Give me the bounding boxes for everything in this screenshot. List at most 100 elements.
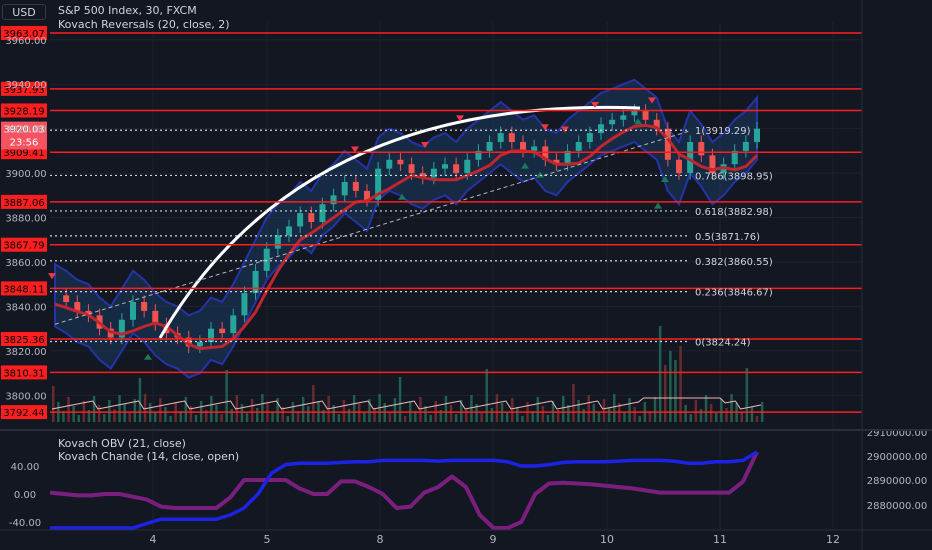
- candle-body: [508, 133, 515, 142]
- volume-bar: [521, 416, 524, 422]
- y-tick-label: 3900.00: [5, 169, 46, 180]
- buy-reversal-marker: [144, 353, 152, 360]
- candle-body: [419, 173, 426, 178]
- volume-bar: [679, 346, 682, 422]
- volume-bar: [546, 415, 550, 422]
- volume-bar: [725, 408, 728, 422]
- volume-bar: [281, 407, 284, 422]
- volume-bar: [62, 411, 65, 422]
- volume-bar: [332, 405, 335, 422]
- volume-bar: [740, 412, 743, 422]
- volume-bar: [159, 398, 162, 422]
- candle-body: [542, 146, 549, 160]
- candle-body: [687, 142, 694, 174]
- candle-body: [85, 310, 92, 316]
- volume-bar: [271, 412, 274, 422]
- volume-bar: [240, 404, 244, 422]
- x-tick-label: 12: [826, 533, 840, 546]
- countdown-timer: 23:56: [10, 138, 39, 149]
- y-tick-label: 3860.00: [5, 258, 46, 269]
- volume-bar: [475, 404, 478, 422]
- candle-body: [609, 119, 616, 125]
- candle-body: [742, 142, 749, 151]
- volume-bar: [388, 412, 392, 422]
- y-tick-label: 3880.00: [5, 214, 46, 225]
- volume-ma-line: [51, 397, 761, 410]
- volume-bar: [154, 412, 157, 422]
- volume-bar: [352, 395, 356, 422]
- volume-bar: [577, 400, 580, 422]
- volume-bar: [684, 405, 687, 422]
- volume-bar: [454, 414, 458, 422]
- red-level-label: 3963.07: [3, 29, 44, 40]
- volume-bar: [720, 399, 723, 422]
- fib-level-label: 0(3824.24): [695, 337, 751, 348]
- y-tick-label: 3940.00: [5, 80, 46, 91]
- volume-bar: [562, 396, 565, 422]
- volume-bar: [128, 413, 131, 422]
- volume-bar: [322, 410, 325, 422]
- candle-body: [698, 142, 705, 156]
- volume-bar: [194, 415, 198, 422]
- candle-body: [731, 150, 738, 165]
- red-level-label: 3825.36: [3, 335, 44, 346]
- red-level-tag: [1, 25, 47, 40]
- volume-bar: [674, 360, 677, 422]
- fib-level-label: 0.786(3898.95): [695, 171, 773, 182]
- volume-bar: [516, 407, 519, 422]
- volume-bar: [556, 410, 560, 422]
- sell-reversal-marker: [561, 126, 569, 133]
- volume-bar: [582, 409, 585, 422]
- candle-body: [430, 168, 437, 178]
- red-level-label: 3937.93: [3, 85, 44, 96]
- volume-bar: [541, 406, 545, 422]
- volume-bar: [694, 400, 698, 422]
- buy-reversal-marker: [661, 176, 669, 182]
- volume-bar: [393, 398, 397, 422]
- candle-body: [564, 150, 571, 165]
- volume-bar: [755, 416, 759, 422]
- sell-reversal-marker: [351, 146, 359, 153]
- volume-bar: [205, 410, 208, 422]
- volume-bar: [490, 408, 494, 422]
- volume-bar: [143, 394, 147, 422]
- candle-body: [308, 213, 315, 222]
- volume-bar: [419, 397, 422, 422]
- volume-bar: [439, 410, 443, 422]
- candle-body: [63, 295, 70, 302]
- candle-body: [375, 168, 382, 200]
- volume-bar: [653, 397, 657, 422]
- red-level-label: 3848.11: [3, 284, 44, 295]
- sub-left-tick: 0.00: [14, 490, 36, 501]
- volume-bar: [296, 411, 300, 422]
- buy-reversal-marker: [634, 118, 642, 125]
- volume-bar: [210, 396, 213, 422]
- buy-reversal-marker: [654, 202, 662, 209]
- volume-bar: [460, 400, 463, 422]
- volume-bar: [511, 398, 514, 422]
- chande-line: [49, 451, 759, 530]
- chande-indicator-label[interactable]: Kovach Chande (14, close, open): [58, 450, 240, 463]
- volume-bar: [113, 409, 116, 422]
- volume-bar: [220, 414, 223, 422]
- volume-bar: [225, 370, 228, 422]
- candle-body: [397, 159, 404, 165]
- volume-bar: [689, 414, 692, 422]
- x-tick-label: 8: [377, 533, 384, 546]
- red-level-tag: [1, 405, 47, 420]
- volume-bar: [567, 405, 570, 422]
- candle-body: [297, 213, 304, 227]
- volume-bar: [368, 399, 371, 422]
- volume-bar: [169, 416, 172, 422]
- candle-body: [152, 310, 159, 325]
- obv-indicator-label[interactable]: Kovach OBV (21, close): [58, 437, 186, 450]
- volume-bar: [505, 412, 509, 422]
- currency-button[interactable]: USD: [2, 4, 46, 20]
- buy-reversal-marker: [536, 171, 544, 178]
- volume-bar: [301, 397, 305, 422]
- reversals-indicator-label[interactable]: Kovach Reversals (20, close, 2): [58, 18, 230, 31]
- volume-bar: [403, 416, 407, 422]
- volume-bar: [449, 405, 453, 422]
- volume-bar: [52, 386, 55, 422]
